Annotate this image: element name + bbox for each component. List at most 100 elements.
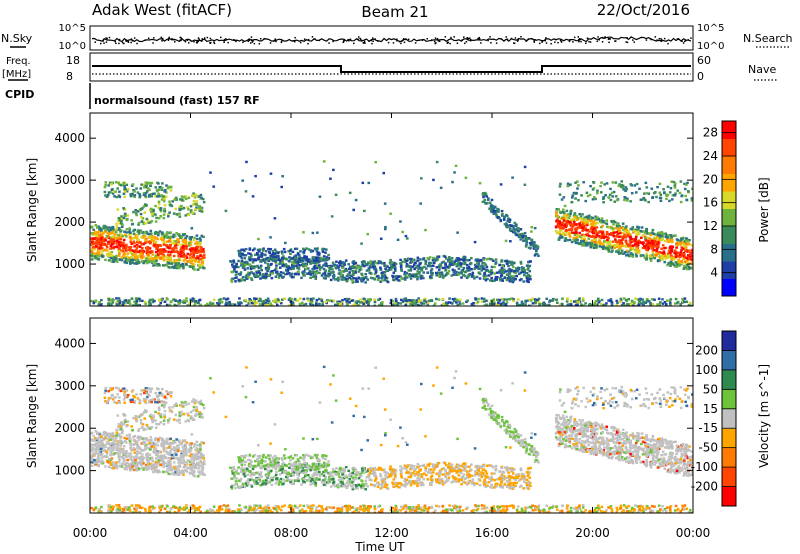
power-cell — [459, 258, 462, 261]
power-cell — [688, 262, 692, 265]
power-cell — [505, 301, 509, 304]
power-cell — [506, 262, 509, 266]
power-cell — [658, 191, 662, 194]
power-cell — [328, 299, 332, 302]
power-cell — [482, 297, 486, 301]
power-cell — [102, 227, 106, 230]
power-cell — [345, 302, 349, 305]
power-cell — [284, 263, 288, 267]
power-cell — [524, 245, 528, 248]
power-cell — [666, 240, 670, 243]
power-cell — [500, 272, 504, 276]
power-cell — [314, 277, 318, 281]
power-cell — [109, 228, 113, 232]
power-cell — [149, 210, 153, 213]
velocity-cell — [141, 459, 144, 462]
power-cell — [119, 233, 123, 236]
power-cell — [169, 258, 173, 262]
power-cell — [426, 256, 430, 260]
power-cell — [138, 299, 142, 302]
power-cell — [90, 254, 94, 257]
power-cell — [582, 181, 585, 184]
power-cell — [676, 251, 680, 255]
power-cell — [135, 213, 139, 217]
power-cell — [161, 231, 164, 234]
power-cell — [586, 242, 590, 245]
power-cell — [116, 187, 119, 190]
velocity-cell — [108, 435, 111, 438]
power-cell — [305, 272, 309, 275]
power-cell — [661, 237, 664, 241]
power-cell — [620, 303, 624, 306]
power-cell — [163, 258, 166, 261]
power-cell — [305, 247, 308, 250]
power-cell — [150, 250, 154, 254]
power-cell — [643, 256, 647, 260]
power-cell — [277, 298, 280, 302]
power-cell — [574, 304, 578, 306]
power-cell — [615, 245, 619, 249]
power-cell — [156, 255, 160, 259]
power-cell — [175, 259, 179, 262]
power-cell — [137, 255, 141, 259]
power-cell — [298, 256, 301, 259]
power-cell — [125, 228, 129, 231]
power-cell — [665, 234, 668, 237]
power-cell — [493, 272, 496, 275]
power-cell — [148, 247, 152, 250]
power-cell — [505, 270, 508, 273]
power-cell — [497, 300, 500, 303]
power-cell — [503, 276, 507, 280]
power-cell — [114, 255, 118, 259]
power-cell — [320, 258, 324, 261]
power-cell — [678, 261, 681, 264]
power-cell — [97, 247, 100, 250]
power-cell — [668, 191, 672, 194]
power-cell — [133, 241, 136, 245]
power-cell — [299, 257, 303, 260]
power-cell — [651, 251, 655, 254]
power-cell — [316, 256, 320, 259]
power-cell — [362, 260, 365, 263]
power-cell — [638, 298, 641, 301]
power-cell — [501, 279, 505, 282]
power-cell — [104, 183, 107, 187]
power-cell — [235, 270, 238, 274]
power-cell — [646, 232, 649, 235]
power-cell — [595, 303, 599, 306]
power-cell — [472, 304, 476, 306]
power-cell — [114, 181, 118, 184]
power-cell — [525, 264, 529, 267]
power-cell — [599, 235, 603, 239]
power-cell — [166, 246, 170, 249]
power-cell — [169, 231, 172, 234]
power-cell — [500, 274, 504, 277]
power-cell — [355, 264, 359, 267]
power-cell — [358, 266, 362, 269]
power-cell — [506, 219, 510, 223]
power-cell — [237, 252, 241, 255]
power-cell — [493, 209, 496, 213]
power-cell — [655, 247, 659, 250]
power-cell — [623, 196, 626, 199]
power-cell — [653, 248, 656, 252]
power-cell — [678, 253, 682, 257]
power-cell — [487, 274, 491, 277]
power-cell — [110, 239, 113, 243]
power-cell — [343, 276, 346, 280]
power-cell — [495, 209, 498, 213]
power-cell — [118, 240, 121, 244]
power-cell — [670, 198, 674, 201]
power-cell — [169, 189, 173, 192]
power-cell — [139, 252, 143, 255]
power-cell — [526, 268, 530, 271]
power-cell — [403, 276, 407, 280]
power-cell — [239, 273, 242, 276]
power-cell — [418, 272, 421, 275]
power-cell — [142, 261, 145, 265]
power-cell — [385, 276, 389, 280]
power-cell — [512, 265, 515, 269]
beam-label: Beam 21 — [361, 3, 428, 21]
power-cell — [296, 270, 300, 274]
nave-tick-bottom: 0 — [697, 70, 704, 83]
